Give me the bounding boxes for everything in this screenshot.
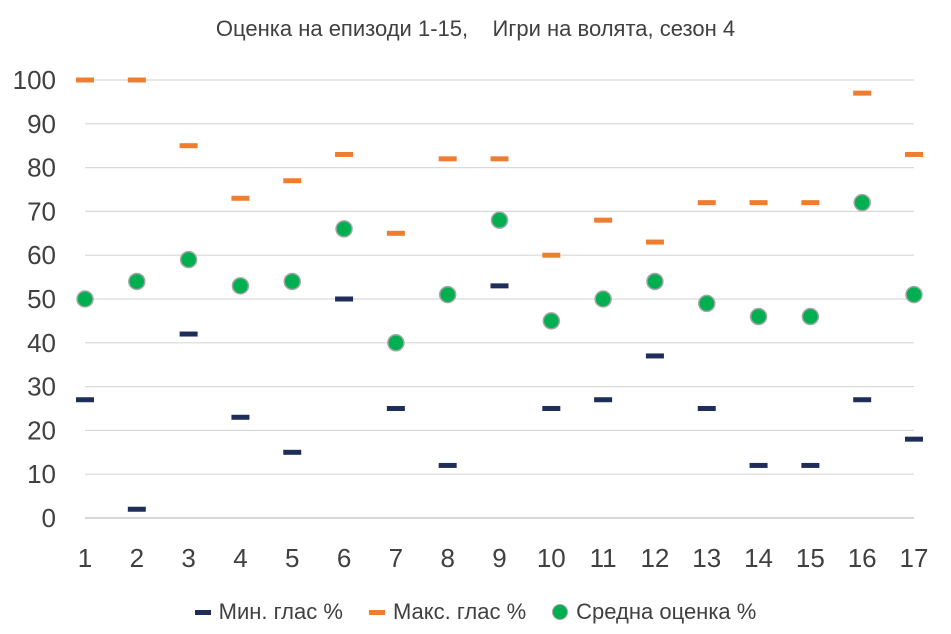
- max-vote-marker: [645, 239, 664, 245]
- min-vote-marker: [645, 353, 664, 359]
- avg-score-marker: [801, 307, 820, 326]
- min-vote-marker: [801, 462, 820, 468]
- x-tick-label: 17: [900, 543, 929, 573]
- avg-score-marker: [594, 290, 612, 308]
- max-vote-marker: [386, 230, 405, 236]
- min-vote-marker: [490, 283, 509, 289]
- legend-swatch-avg: [552, 604, 569, 620]
- x-tick-label: 8: [440, 543, 454, 573]
- min-vote-marker: [853, 397, 872, 403]
- x-tick-label: 7: [389, 543, 403, 573]
- y-tick-label: 70: [27, 196, 56, 226]
- max-vote-marker: [905, 151, 923, 157]
- min-vote-marker: [697, 406, 716, 411]
- legend-item-max: Макс. глас %: [368, 599, 527, 625]
- avg-score-marker: [698, 294, 716, 313]
- x-tick-label: 2: [130, 543, 144, 573]
- avg-score-marker: [749, 307, 768, 326]
- legend-item-min: Мин. глас %: [194, 599, 343, 625]
- x-tick-label: 1: [78, 543, 92, 573]
- avg-score-marker: [283, 272, 301, 291]
- x-tick-label: 3: [181, 543, 195, 573]
- min-vote-marker: [335, 296, 354, 302]
- x-tick-label: 14: [744, 543, 773, 573]
- min-vote-marker: [438, 462, 457, 468]
- min-vote-marker: [386, 406, 405, 411]
- avg-score-marker: [438, 285, 457, 304]
- y-tick-label: 60: [27, 240, 56, 270]
- legend-label-min: Мин. глас %: [218, 599, 343, 624]
- min-vote-marker: [231, 414, 250, 420]
- max-vote-marker: [438, 156, 457, 162]
- min-vote-marker: [127, 506, 146, 512]
- y-tick-label: 100: [13, 65, 56, 95]
- avg-score-marker: [853, 193, 871, 212]
- max-vote-marker: [335, 151, 354, 157]
- min-vote-marker: [76, 397, 94, 403]
- max-vote-marker: [231, 195, 250, 201]
- min-vote-marker: [594, 397, 613, 403]
- min-vote-marker: [905, 436, 923, 442]
- max-vote-marker: [127, 77, 146, 83]
- min-vote-marker: [179, 331, 198, 337]
- chart-title: Оценка на епизоди 1-15, Игри на волята, …: [215, 16, 736, 41]
- x-tick-label: 11: [590, 543, 617, 573]
- min-vote-marker: [542, 406, 561, 411]
- legend-swatch-min: [194, 609, 211, 615]
- legend-swatch-max: [368, 609, 385, 615]
- avg-score-marker: [905, 285, 923, 304]
- legend: Мин. глас % Макс. глас % Средна оценка %: [0, 595, 951, 629]
- x-tick-label: 4: [233, 543, 247, 573]
- avg-score-marker: [76, 290, 94, 308]
- max-vote-marker: [283, 178, 302, 184]
- x-tick-label: 16: [848, 543, 877, 573]
- x-tick-label: 9: [492, 543, 506, 573]
- legend-label-max: Макс. глас %: [392, 599, 527, 624]
- x-tick-label: 12: [640, 543, 669, 573]
- y-axis-ticks: 0 10 20 30 40 50 60 70 80 90 100: [13, 65, 56, 533]
- avg-score-marker: [231, 277, 250, 295]
- avg-score-marker: [646, 272, 664, 291]
- avg-score-marker: [179, 250, 198, 269]
- y-tick-label: 80: [27, 153, 56, 183]
- gridlines: [85, 79, 914, 519]
- max-vote-marker: [542, 252, 561, 258]
- max-vote-marker: [801, 200, 820, 206]
- legend-label-avg: Средна оценка %: [576, 599, 757, 624]
- max-vote-marker: [179, 143, 198, 149]
- avg-score-marker: [490, 211, 509, 229]
- y-tick-label: 30: [27, 372, 56, 402]
- y-tick-label: 90: [27, 109, 56, 139]
- legend-item-avg: Средна оценка %: [552, 599, 756, 625]
- x-axis-ticks: 1 2 3 4 5 6 7 8 9 10 11 12 13 14 15 16 17: [78, 543, 929, 573]
- y-tick-label: 20: [27, 415, 56, 445]
- min-vote-marker: [283, 449, 302, 455]
- x-tick-label: 6: [337, 543, 351, 573]
- y-tick-label: 10: [27, 459, 56, 489]
- x-tick-label: 5: [285, 543, 299, 573]
- x-tick-label: 13: [692, 543, 721, 573]
- y-tick-label: 0: [42, 503, 56, 533]
- max-vote-marker: [697, 200, 716, 206]
- max-vote-marker: [594, 217, 613, 223]
- max-vote-marker: [853, 90, 872, 96]
- avg-score-marker: [335, 220, 353, 238]
- max-vote-marker: [490, 156, 509, 162]
- x-tick-label: 15: [796, 543, 825, 573]
- x-tick-label: 10: [537, 543, 566, 573]
- y-tick-label: 50: [27, 284, 56, 314]
- max-vote-marker: [749, 200, 768, 206]
- min-vote-marker: [749, 462, 768, 468]
- avg-score-marker: [128, 272, 146, 291]
- avg-score-marker: [387, 334, 405, 352]
- y-tick-label: 40: [27, 328, 56, 358]
- max-vote-marker: [76, 77, 94, 83]
- avg-score-marker: [542, 312, 561, 330]
- data-marks: [76, 77, 923, 512]
